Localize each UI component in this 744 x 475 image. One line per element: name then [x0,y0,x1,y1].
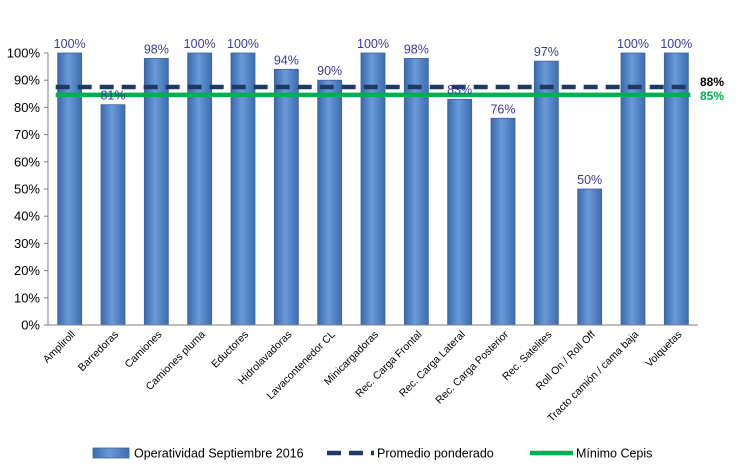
x-tick-label: Rec. Carga Posterior [433,328,511,406]
bar [447,98,473,326]
bar [577,188,603,326]
legend-label: Mínimo Cepis [576,447,652,461]
y-axis: 0% 10% 20% 30% 40% 50% 60% 70% 80% 90% 100% [7,46,49,333]
y-tick-label: 20% [14,263,40,278]
data-label: 76% [490,102,515,116]
bar [403,58,429,326]
data-label: 94% [274,53,299,67]
reference-lines: 88%85% [55,75,724,103]
x-tick-label: Camiones [123,329,165,371]
reference-line-label: 88% [700,75,724,89]
x-tick-label: Barredoras [76,329,121,374]
data-label: 100% [660,37,692,51]
bar [490,117,516,326]
data-label: 97% [534,45,559,59]
y-tick-label: 60% [14,154,40,169]
data-label: 100% [184,37,216,51]
y-tick-label: 80% [14,100,40,115]
legend-swatch-bar [92,447,130,459]
bars-group [57,52,689,326]
data-label: 100% [227,37,259,51]
data-label: 81% [100,89,125,103]
data-label: 98% [404,42,429,56]
bar [273,68,299,326]
y-tick-label: 40% [14,209,40,224]
bar [100,104,126,326]
x-tick-label: Eductores [209,329,251,371]
y-tick-label: 90% [14,73,40,88]
legend-label: Promedio ponderado [377,447,494,461]
bar [533,60,559,326]
data-label: 100% [357,37,389,51]
y-tick-label: 50% [14,182,40,197]
bar [317,79,343,326]
y-tick-label: 70% [14,127,40,142]
data-label: 83% [447,83,472,97]
bar [360,52,386,326]
data-label: 100% [617,37,649,51]
data-labels: 100% 81% 98% 100% 100% 94% 90% 100% 98% 83% 76% 97%… [54,37,693,187]
legend-label: Operatividad Septiembre 2016 [134,447,304,461]
y-tick-label: 30% [14,236,40,251]
data-label: 90% [317,64,342,78]
bar [143,58,169,326]
reference-line-label: 85% [700,89,724,103]
x-tick-label: Ampliroll [41,329,78,366]
y-tick-label: 100% [7,46,41,61]
y-tick-label: 10% [14,290,40,305]
x-tick-label: Volquetas [643,329,684,370]
bar [187,52,213,326]
bar [57,52,83,326]
y-tick-label: 0% [21,318,40,333]
legend: Operatividad Septiembre 2016 Promedio pon… [92,447,652,461]
data-label: 98% [144,42,169,56]
x-tick-label: Tracto camión / cama baja [545,329,641,425]
data-label: 100% [54,37,86,51]
data-label: 50% [577,173,602,187]
